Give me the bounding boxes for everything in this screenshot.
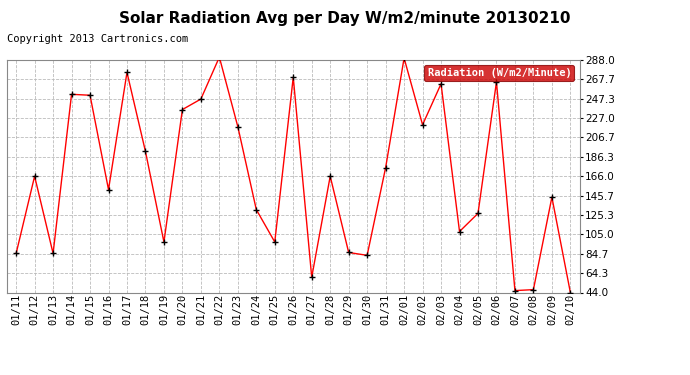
Text: Copyright 2013 Cartronics.com: Copyright 2013 Cartronics.com: [7, 34, 188, 44]
Legend: Radiation (W/m2/Minute): Radiation (W/m2/Minute): [424, 65, 574, 81]
Text: Solar Radiation Avg per Day W/m2/minute 20130210: Solar Radiation Avg per Day W/m2/minute …: [119, 11, 571, 26]
